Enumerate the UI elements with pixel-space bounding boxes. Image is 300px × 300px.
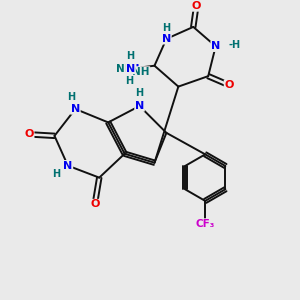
- Text: N: N: [126, 64, 135, 74]
- Text: N: N: [135, 101, 144, 111]
- Text: CF₃: CF₃: [196, 219, 215, 229]
- Text: O: O: [90, 200, 100, 209]
- Text: H: H: [67, 92, 75, 102]
- Text: H: H: [162, 22, 170, 32]
- Text: N: N: [63, 161, 73, 171]
- Text: O: O: [24, 129, 34, 140]
- Text: N: N: [162, 34, 171, 44]
- Text: O: O: [224, 80, 234, 90]
- Text: H: H: [125, 76, 133, 86]
- Text: O: O: [192, 1, 201, 11]
- Text: H: H: [52, 169, 61, 179]
- Text: H: H: [127, 51, 135, 61]
- Text: NH: NH: [132, 67, 150, 77]
- Text: N: N: [71, 104, 80, 114]
- Text: -H: -H: [228, 40, 240, 50]
- Text: H: H: [135, 88, 143, 98]
- Text: NH: NH: [116, 64, 134, 74]
- Text: NH: NH: [121, 64, 140, 74]
- Text: N: N: [211, 41, 220, 51]
